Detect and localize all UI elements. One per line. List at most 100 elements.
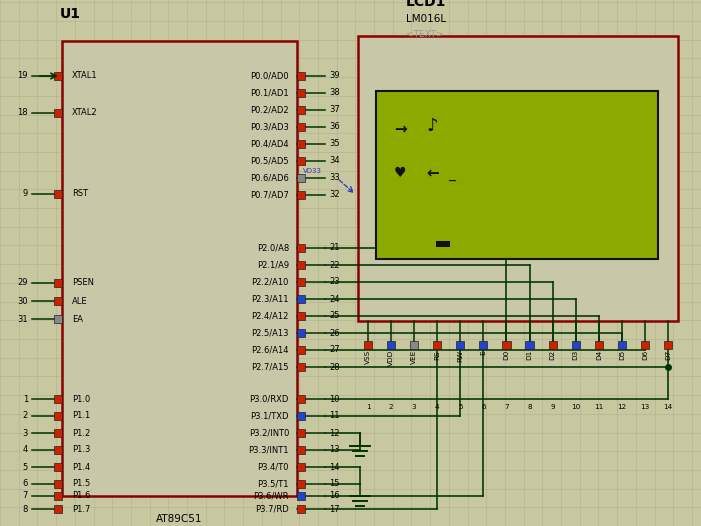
Bar xyxy=(433,341,442,349)
Text: P1.3: P1.3 xyxy=(72,446,90,454)
Bar xyxy=(364,341,372,349)
Text: 8: 8 xyxy=(22,504,28,513)
Text: P0.0/AD0: P0.0/AD0 xyxy=(250,72,289,80)
Text: 6: 6 xyxy=(481,404,486,410)
Bar xyxy=(376,91,658,259)
Bar xyxy=(297,492,305,500)
Text: 5: 5 xyxy=(458,404,463,410)
Text: XTAL2: XTAL2 xyxy=(72,108,97,117)
Text: AT89C51: AT89C51 xyxy=(156,514,203,524)
Text: 11: 11 xyxy=(329,411,339,420)
Text: 31: 31 xyxy=(18,315,28,323)
Text: 14: 14 xyxy=(663,404,673,410)
Text: 38: 38 xyxy=(329,88,340,97)
Text: 7: 7 xyxy=(22,491,28,501)
Text: P2.0/A8: P2.0/A8 xyxy=(257,244,289,252)
Text: 1: 1 xyxy=(366,404,370,410)
Bar xyxy=(297,463,305,471)
Text: 30: 30 xyxy=(18,297,28,306)
Bar xyxy=(641,341,649,349)
Text: P2.4/A12: P2.4/A12 xyxy=(252,311,289,320)
Bar xyxy=(456,341,464,349)
Bar xyxy=(571,341,580,349)
Text: 14: 14 xyxy=(329,462,339,471)
Bar xyxy=(54,190,62,198)
Text: 39: 39 xyxy=(329,72,339,80)
Text: 8: 8 xyxy=(527,404,532,410)
Text: 36: 36 xyxy=(329,123,340,132)
Bar xyxy=(54,315,62,323)
Text: LM016L: LM016L xyxy=(406,14,446,24)
Text: XTAL1: XTAL1 xyxy=(72,72,97,80)
Text: P3.4/T0: P3.4/T0 xyxy=(257,462,289,471)
Text: P1.1: P1.1 xyxy=(72,411,90,420)
Text: 10: 10 xyxy=(329,394,339,403)
Bar xyxy=(297,329,305,337)
Bar xyxy=(410,341,418,349)
Text: D1: D1 xyxy=(526,350,533,360)
Text: P3.3/INT1: P3.3/INT1 xyxy=(248,446,289,454)
Text: →: → xyxy=(394,122,407,137)
Text: 23: 23 xyxy=(329,278,339,287)
Bar xyxy=(297,278,305,286)
Text: 4: 4 xyxy=(22,446,28,454)
Text: 24: 24 xyxy=(329,295,339,304)
Text: P2.5/A13: P2.5/A13 xyxy=(252,329,289,338)
Bar xyxy=(436,241,450,247)
Text: VDD: VDD xyxy=(388,350,394,366)
Text: 12: 12 xyxy=(329,429,339,438)
Text: D2: D2 xyxy=(550,350,556,360)
Text: P0.1/AD1: P0.1/AD1 xyxy=(250,88,289,97)
Text: P1.0: P1.0 xyxy=(72,394,90,403)
Text: P3.7/RD: P3.7/RD xyxy=(255,504,289,513)
Text: D5: D5 xyxy=(619,350,625,360)
Text: VSS: VSS xyxy=(365,350,371,364)
Bar xyxy=(54,505,62,513)
Text: P0.2/AD2: P0.2/AD2 xyxy=(250,106,289,115)
Text: P0.6/AD6: P0.6/AD6 xyxy=(250,174,289,183)
Bar xyxy=(54,463,62,471)
Text: 35: 35 xyxy=(329,139,339,148)
Text: D6: D6 xyxy=(642,350,648,360)
Text: P3.5/T1: P3.5/T1 xyxy=(257,480,289,489)
Bar xyxy=(54,297,62,305)
Bar xyxy=(54,109,62,117)
Text: 28: 28 xyxy=(329,362,339,371)
Bar xyxy=(297,412,305,420)
Text: 15: 15 xyxy=(329,480,339,489)
Text: P2.2/A10: P2.2/A10 xyxy=(252,278,289,287)
Text: 2: 2 xyxy=(389,404,393,410)
Bar xyxy=(297,446,305,454)
Text: LCD1: LCD1 xyxy=(406,0,447,9)
Text: 9: 9 xyxy=(22,189,28,198)
Text: P3.2/INT0: P3.2/INT0 xyxy=(249,429,289,438)
Text: P0.3/AD3: P0.3/AD3 xyxy=(250,123,289,132)
Text: ←: ← xyxy=(426,166,439,180)
Text: 7: 7 xyxy=(504,404,509,410)
Bar xyxy=(297,394,305,403)
Bar xyxy=(297,191,305,199)
Text: 3: 3 xyxy=(22,429,28,438)
Text: P1.2: P1.2 xyxy=(72,429,90,438)
Text: <TEXT>: <TEXT> xyxy=(406,30,444,39)
Bar xyxy=(594,341,603,349)
Bar xyxy=(297,312,305,320)
Bar xyxy=(297,89,305,97)
Text: 4: 4 xyxy=(435,404,440,410)
Text: 33: 33 xyxy=(329,174,340,183)
Bar xyxy=(297,72,305,80)
Text: P0.5/AD5: P0.5/AD5 xyxy=(250,157,289,166)
Text: VD33: VD33 xyxy=(303,168,322,174)
Text: 1: 1 xyxy=(22,394,28,403)
Text: 11: 11 xyxy=(594,404,604,410)
Text: 6: 6 xyxy=(22,480,28,489)
Bar xyxy=(297,106,305,114)
Bar xyxy=(54,394,62,403)
Text: 17: 17 xyxy=(329,504,339,513)
Text: P3.1/TXD: P3.1/TXD xyxy=(250,411,289,420)
Bar xyxy=(54,72,62,80)
Text: 10: 10 xyxy=(571,404,580,410)
Text: 9: 9 xyxy=(550,404,555,410)
Text: 5: 5 xyxy=(22,462,28,471)
Bar xyxy=(358,36,678,321)
